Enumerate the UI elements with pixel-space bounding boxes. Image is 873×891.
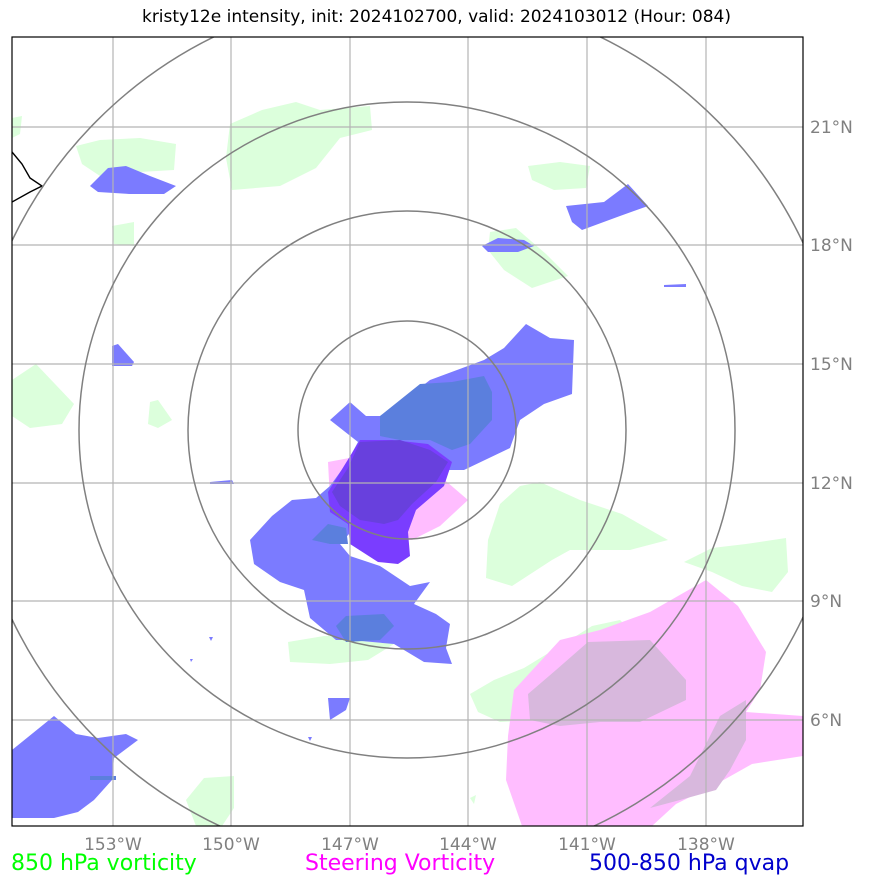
y-tick-labels: 21°N 18°N 15°N 12°N 9°N 6°N <box>810 118 853 731</box>
x-tick-label: 138°W <box>677 835 735 855</box>
overlap-dark-fill <box>332 440 448 524</box>
map-frame <box>11 36 804 827</box>
coastline <box>12 151 44 203</box>
y-tick-label: 21°N <box>810 118 853 138</box>
x-tick-label: 147°W <box>321 835 379 855</box>
y-tick-label: 9°N <box>810 592 842 612</box>
chart-title: kristy12e intensity, init: 2024102700, v… <box>141 7 732 27</box>
range-rings <box>12 37 803 826</box>
y-tick-label: 6°N <box>810 711 842 731</box>
x-tick-label: 144°W <box>439 835 497 855</box>
legend-850-vorticity: 850 hPa vorticity <box>11 851 197 876</box>
legend-steering-vorticity: Steering Vorticity <box>305 851 496 876</box>
y-tick-label: 12°N <box>810 474 853 494</box>
y-tick-label: 15°N <box>810 355 853 375</box>
qvap-fill <box>12 166 686 818</box>
x-tick-label: 141°W <box>558 835 616 855</box>
y-tick-label: 18°N <box>810 236 853 256</box>
x-tick-label: 150°W <box>202 835 260 855</box>
x-tick-labels: 153°W 150°W 147°W 144°W 141°W 138°W <box>84 835 735 855</box>
qvap-dark-fill <box>90 376 492 780</box>
steering-overlap-fill <box>528 640 746 808</box>
x-tick-label: 153°W <box>84 835 142 855</box>
legend-qvap: 500-850 hPa qvap <box>589 851 790 876</box>
gridlines <box>12 37 803 826</box>
